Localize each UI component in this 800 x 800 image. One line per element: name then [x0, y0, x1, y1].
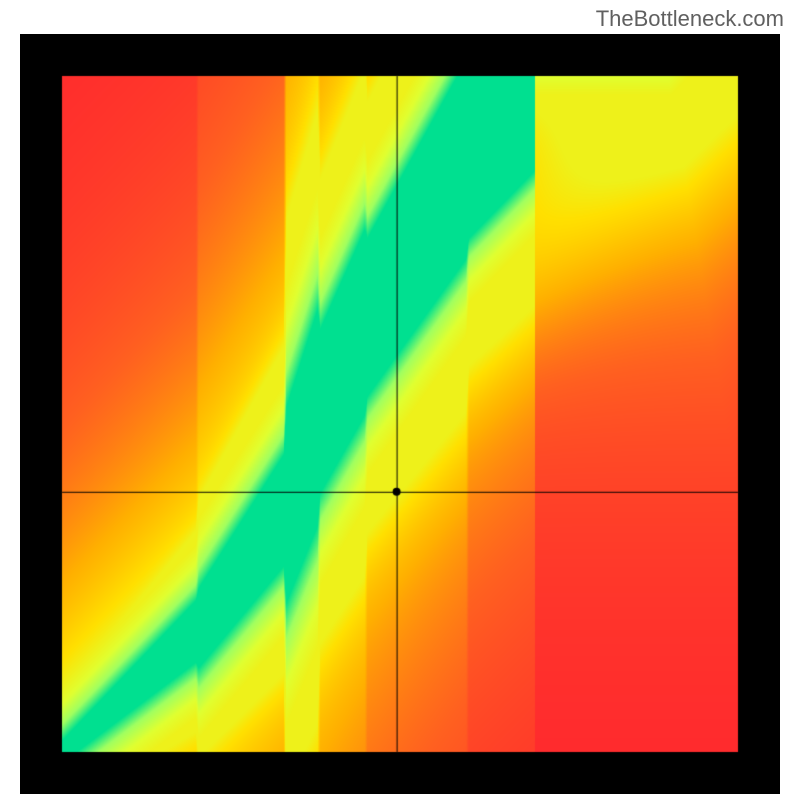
- crosshair-overlay: [20, 34, 780, 794]
- heatmap-plot: [20, 34, 780, 794]
- watermark-text: TheBottleneck.com: [596, 6, 784, 32]
- chart-container: TheBottleneck.com: [0, 0, 800, 800]
